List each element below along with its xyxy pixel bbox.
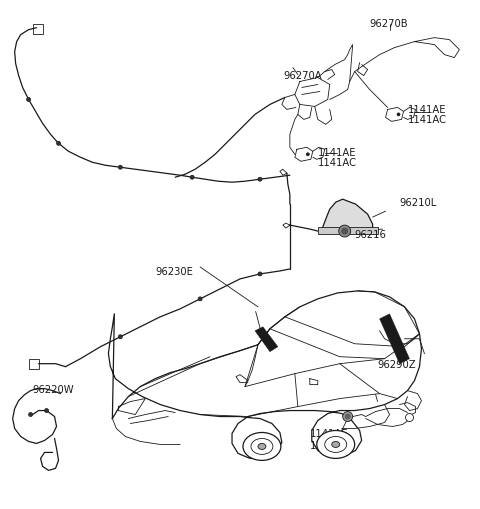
Text: 96210L: 96210L bbox=[399, 198, 437, 208]
Circle shape bbox=[29, 413, 33, 417]
Text: 1141AC: 1141AC bbox=[310, 441, 349, 450]
Circle shape bbox=[45, 409, 48, 413]
Polygon shape bbox=[318, 228, 378, 235]
Circle shape bbox=[57, 142, 60, 146]
Polygon shape bbox=[255, 327, 278, 352]
Text: 96216: 96216 bbox=[355, 230, 386, 240]
Circle shape bbox=[258, 178, 262, 182]
Circle shape bbox=[26, 98, 31, 102]
Text: 1141AC: 1141AC bbox=[318, 158, 357, 168]
Circle shape bbox=[119, 166, 122, 170]
Text: 96220W: 96220W bbox=[33, 384, 74, 394]
Text: 96270A: 96270A bbox=[283, 70, 322, 80]
Polygon shape bbox=[323, 200, 372, 230]
Ellipse shape bbox=[317, 431, 355, 459]
Circle shape bbox=[198, 297, 202, 301]
Circle shape bbox=[406, 414, 413, 421]
Circle shape bbox=[343, 412, 353, 421]
Text: 96290Z: 96290Z bbox=[378, 359, 416, 369]
Text: 1141AE: 1141AE bbox=[318, 148, 356, 158]
Text: 96270B: 96270B bbox=[370, 19, 408, 29]
Circle shape bbox=[190, 176, 194, 180]
Circle shape bbox=[306, 154, 309, 156]
Ellipse shape bbox=[258, 443, 266, 449]
Ellipse shape bbox=[243, 433, 281, 461]
Ellipse shape bbox=[332, 442, 340, 447]
Circle shape bbox=[397, 114, 400, 117]
Text: 96230E: 96230E bbox=[155, 266, 193, 276]
Circle shape bbox=[258, 272, 262, 276]
Circle shape bbox=[342, 229, 348, 235]
Polygon shape bbox=[29, 359, 38, 369]
Text: 1141AC: 1141AC bbox=[408, 115, 446, 125]
Circle shape bbox=[119, 335, 122, 339]
Text: 1141AE: 1141AE bbox=[310, 429, 348, 439]
Polygon shape bbox=[380, 314, 409, 364]
Circle shape bbox=[339, 225, 351, 238]
Ellipse shape bbox=[325, 437, 347, 453]
Polygon shape bbox=[33, 24, 43, 35]
Circle shape bbox=[345, 414, 350, 419]
Text: 1141AE: 1141AE bbox=[408, 105, 446, 115]
Ellipse shape bbox=[251, 439, 273, 455]
